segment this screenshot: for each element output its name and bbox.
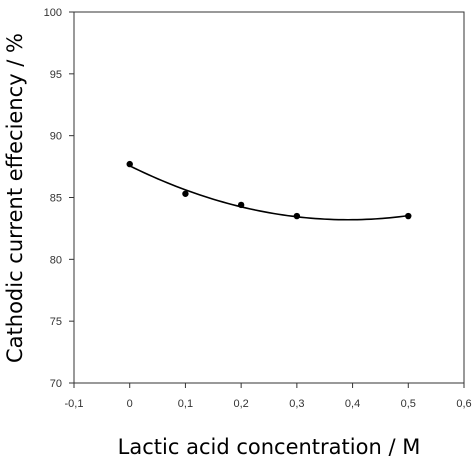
y-tick-label: 100 xyxy=(44,7,62,19)
x-tick-label: 0,1 xyxy=(178,398,193,410)
data-points xyxy=(126,160,412,220)
y-axis-title: Cathodic current effeciency / % xyxy=(3,33,27,363)
x-tick-label: 0 xyxy=(127,398,133,410)
x-tick-label: 0,5 xyxy=(401,398,416,410)
plot-area: -0,1 0 0,1 0,2 0,3 0,4 0,5 0,6 70 75 80 85 90 95 100 xyxy=(44,7,472,410)
data-point xyxy=(182,190,189,197)
x-tick-label: 0,6 xyxy=(456,398,471,410)
data-point xyxy=(126,160,133,168)
x-tick-label: 0,4 xyxy=(345,398,360,410)
y-tick-label: 95 xyxy=(50,69,62,81)
x-axis-title: Lactic acid concentration / M xyxy=(118,435,421,459)
y-tick-label: 90 xyxy=(50,131,62,143)
x-axis-tick-labels: -0,1 0 0,1 0,2 0,3 0,4 0,5 0,6 xyxy=(65,398,472,410)
x-tick-label: 0,3 xyxy=(289,398,304,410)
y-tick-label: 80 xyxy=(50,254,62,266)
y-axis-ticks xyxy=(69,11,74,384)
data-point xyxy=(293,212,301,220)
x-tick-label: -0,1 xyxy=(65,398,84,410)
trendline xyxy=(129,165,409,221)
y-tick-label: 75 xyxy=(50,316,62,328)
y-tick-label: 70 xyxy=(50,378,62,390)
y-tick-label: 85 xyxy=(50,193,62,205)
data-point xyxy=(405,212,412,220)
x-axis-ticks xyxy=(73,383,465,388)
plot-frame xyxy=(73,11,465,384)
data-point xyxy=(237,201,245,209)
x-tick-label: 0,2 xyxy=(233,398,248,410)
y-axis-tick-labels: 70 75 80 85 90 95 100 xyxy=(44,7,62,390)
